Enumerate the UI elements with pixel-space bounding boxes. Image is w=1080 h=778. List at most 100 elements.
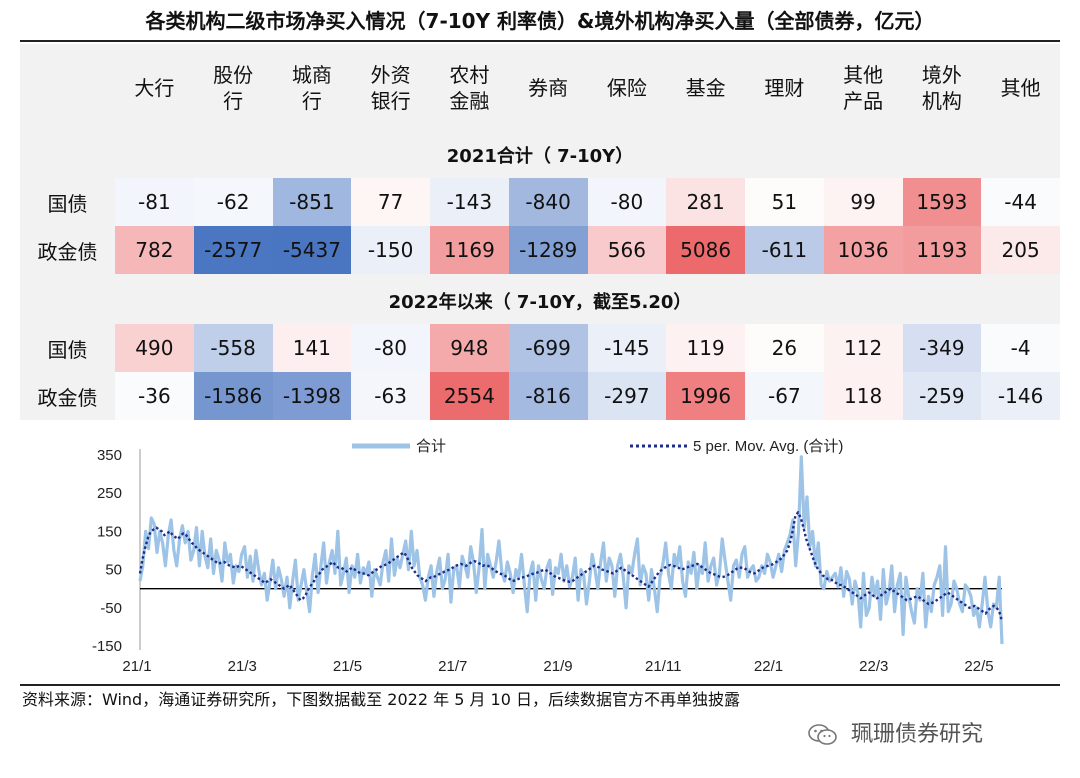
y-tick-label: 350	[97, 447, 122, 464]
value-cell: -816	[508, 372, 588, 420]
watermark-label: 珮珊债券研究	[851, 722, 984, 747]
value-cell: 112	[823, 324, 903, 372]
x-tick-label: 21/11	[645, 658, 681, 675]
column-header-line: 境外	[921, 63, 962, 87]
value-cell: -1586	[193, 372, 273, 420]
column-header-line: 城商	[291, 63, 332, 87]
row-label: 政金债	[20, 372, 115, 420]
value-cell: 1169	[430, 226, 509, 274]
y-tick-label: -150	[92, 638, 122, 655]
value-cell: -67	[745, 372, 824, 420]
value-cell: -558	[193, 324, 273, 372]
value-cell: 77	[351, 178, 430, 226]
value-cell: -150	[351, 226, 430, 274]
x-tick-label: 21/5	[333, 658, 362, 675]
section-gap	[20, 274, 1060, 278]
value-cell: -699	[508, 324, 588, 372]
value-cell: -143	[430, 178, 509, 226]
x-tick-label: 22/3	[859, 658, 888, 675]
column-header-line: 理财	[764, 76, 805, 100]
section-title: 2021合计（ 7-10Y）	[20, 132, 1060, 178]
value-cell: 1193	[902, 226, 982, 274]
legend-label-total: 合计	[416, 438, 446, 455]
y-tick-label: 50	[105, 562, 122, 579]
value-cell: -44	[981, 178, 1060, 226]
column-header-line: 机构	[921, 89, 962, 113]
y-tick-label: 250	[97, 485, 122, 502]
column-header: 股份行	[193, 44, 273, 132]
value-cell: -81	[115, 178, 194, 226]
column-header-line: 金融	[449, 89, 490, 113]
column-header-line: 保险	[606, 76, 647, 100]
table-row: 政金债 782 -2577 -5437 -150 1169 -1289 566 5086 -611…	[20, 226, 1060, 274]
column-header-line: 券商	[528, 76, 569, 100]
column-header-line: 其他	[1000, 76, 1041, 100]
column-header: 保险	[587, 44, 667, 132]
row-label: 国债	[20, 324, 115, 372]
value-cell: 1593	[902, 178, 982, 226]
value-cell: -63	[351, 372, 430, 420]
source-note: 资料来源：Wind，海通证券研究所，下图数据截至 2022 年 5 月 10 日…	[22, 690, 740, 709]
column-header: 农村 金融	[430, 44, 509, 132]
value-cell: 119	[666, 324, 745, 372]
legend-label-moving-average: 5 per. Mov. Avg. (合计)	[693, 438, 843, 455]
column-header: 券商	[508, 44, 588, 132]
value-cell: -840	[508, 178, 588, 226]
column-header: 大行	[115, 44, 194, 132]
value-cell: 490	[115, 324, 194, 372]
value-cell: -349	[902, 324, 982, 372]
value-cell: -80	[587, 178, 667, 226]
column-header: 城商行	[272, 44, 352, 132]
value-cell: -4	[981, 324, 1060, 372]
value-cell: -80	[351, 324, 430, 372]
column-header: 基金	[666, 44, 745, 132]
value-cell: -1398	[272, 372, 352, 420]
series-line-total	[138, 455, 1004, 645]
value-cell: -145	[587, 324, 667, 372]
x-tick-label: 22/1	[754, 658, 783, 675]
value-cell: 1036	[823, 226, 903, 274]
value-cell: 51	[745, 178, 824, 226]
value-cell: -5437	[272, 226, 352, 274]
row-label: 国债	[20, 178, 115, 226]
column-header-line: 其他	[843, 63, 884, 87]
column-header-line: 外资	[370, 63, 411, 87]
value-cell: -851	[272, 178, 352, 226]
y-tick-label: 150	[97, 523, 122, 540]
column-header: 其他	[981, 44, 1060, 132]
net-purchase-table: 大行 股份行城商行外资 银行 农村 金融 券商 保险 基金 理财 其他 产品 境外 机构 其他 2021合计…	[20, 44, 1060, 420]
x-tick-label: 21/3	[228, 658, 257, 675]
value-cell: -36	[115, 372, 194, 420]
column-header-line: 行	[223, 89, 244, 113]
value-cell: 118	[823, 372, 903, 420]
value-cell: -611	[745, 226, 824, 274]
value-cell: -62	[193, 178, 273, 226]
column-header: 其他 产品	[823, 44, 903, 132]
value-cell: -259	[902, 372, 982, 420]
column-header-line: 股份	[213, 63, 254, 87]
column-header: 外资 银行	[351, 44, 430, 132]
value-cell: 99	[823, 178, 903, 226]
column-header: 理财	[745, 44, 824, 132]
value-cell: 205	[981, 226, 1060, 274]
wechat-icon	[808, 724, 837, 745]
value-cell: 782	[115, 226, 194, 274]
column-header-line: 基金	[685, 76, 726, 100]
x-tick-label: 21/1	[122, 658, 151, 675]
value-cell: -146	[981, 372, 1060, 420]
value-cell: 1996	[666, 372, 745, 420]
value-cell: 2554	[430, 372, 509, 420]
column-header-line: 大行	[134, 76, 175, 100]
value-cell: 26	[745, 324, 824, 372]
footer-divider	[20, 684, 1060, 686]
value-cell: 5086	[666, 226, 745, 274]
row-label: 政金债	[20, 226, 115, 274]
chart-title: 各类机构二级市场净买入情况（7-10Y 利率债）&境外机构净买入量（全部债券，亿…	[145, 9, 935, 33]
column-header-line: 行	[301, 89, 322, 113]
title-underline	[20, 40, 1060, 42]
column-header: 境外 机构	[902, 44, 982, 132]
table-row: 国债 -81 -62 -851 77 -143 -840 -80 281 51 99 1593 -44	[20, 178, 1060, 226]
series-line-moving-average	[138, 511, 1004, 622]
section-title: 2022年以来（ 7-10Y，截至5.20）	[20, 278, 1060, 324]
column-header-line: 银行	[370, 89, 411, 113]
